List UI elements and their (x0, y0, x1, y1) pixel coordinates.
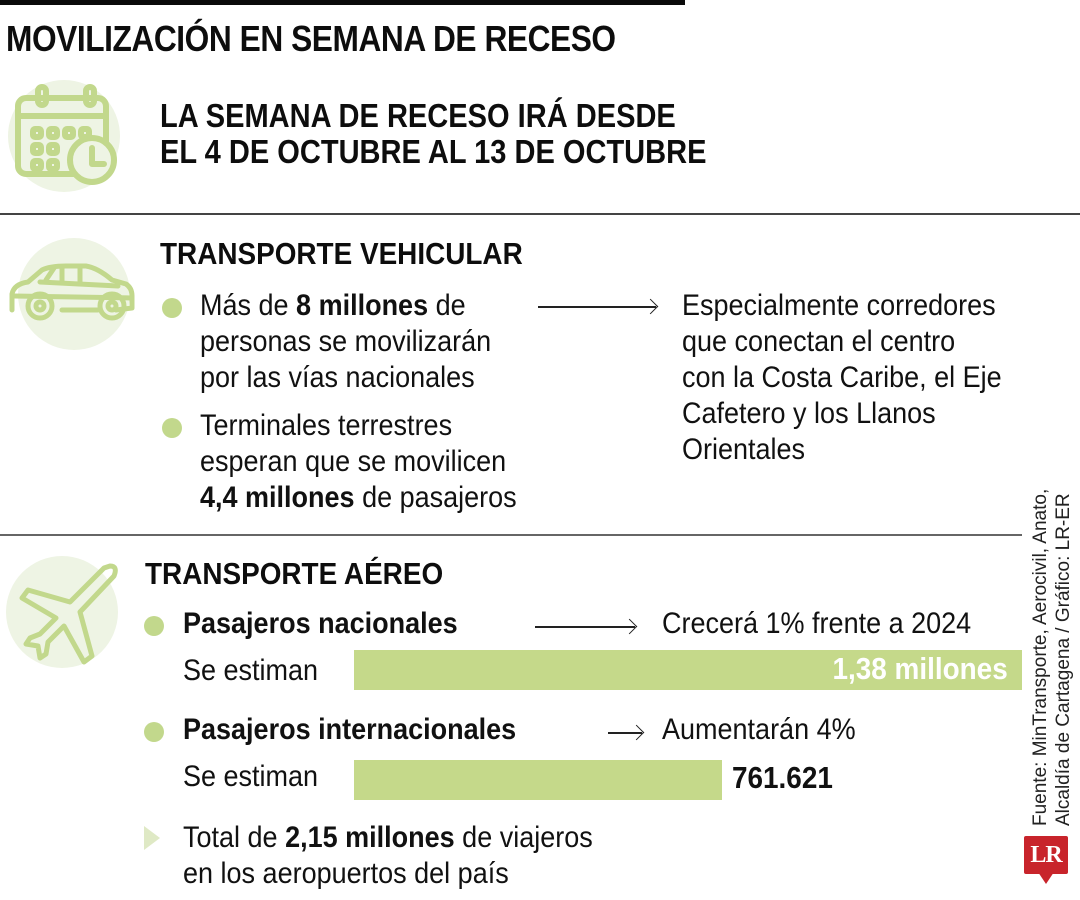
nacionales-estimate-label: Se estiman (183, 654, 319, 687)
total-line-1: Total de 2,15 millones de viajeros (183, 821, 593, 854)
arrow-right-icon (628, 724, 645, 741)
top-rule (0, 0, 685, 5)
car-icon (9, 263, 135, 321)
corridor-note-line-3: con la Costa Caribe, el Eje (682, 361, 1002, 394)
aereo-title: TRANSPORTE AÉREO (145, 556, 444, 591)
vehicular-bullet-2-line-1: Terminales terrestres (200, 409, 453, 442)
arrow-line (608, 732, 642, 734)
bullet-dot (144, 616, 164, 636)
corridor-note-line-1: Especialmente corredores (682, 289, 996, 322)
nacionales-value: 1,38 millones (832, 651, 1008, 686)
internacionales-value: 761.621 (732, 760, 833, 795)
lr-logo-text: LR (1030, 842, 1062, 868)
page-title: MOVILIZACIÓN EN SEMANA DE RECESO (6, 18, 616, 59)
section-divider (0, 213, 1080, 215)
arrow-line (538, 306, 656, 308)
total-line-2: en los aeropuertos del país (183, 857, 509, 890)
triangle-bullet-icon (144, 826, 160, 850)
lr-logo-tail (1038, 872, 1054, 884)
source-line-1: Fuente: MinTransporte, Aerocivil, Anato, (1030, 488, 1051, 826)
nacionales-bar (354, 650, 1022, 690)
source-line-2: Alcaldía de Cartagena / Gráfico: LR-ER (1053, 493, 1074, 826)
airplane-icon (19, 563, 118, 665)
corridor-note-line-2: que conectan el centro (682, 325, 956, 358)
arrow-right-icon (642, 298, 659, 315)
internacionales-bar (354, 760, 722, 800)
calendar-clock-icon (15, 84, 117, 185)
lr-logo: LR (1024, 836, 1068, 874)
internacionales-note: Aumentarán 4% (662, 713, 856, 746)
nacionales-note: Crecerá 1% frente a 2024 (662, 607, 972, 640)
bullet-dot (162, 418, 182, 438)
arrow-right-icon (621, 618, 638, 635)
dates-line-1: LA SEMANA DE RECESO IRÁ DESDE (160, 97, 676, 134)
vehicular-bullet-1-line-3: por las vías nacionales (200, 361, 475, 394)
bullet-dot (144, 722, 164, 742)
bullet-dot (162, 298, 182, 318)
vehicular-title: TRANSPORTE VEHICULAR (160, 236, 523, 271)
corridor-note-line-5: Orientales (682, 433, 806, 466)
corridor-note-line-4: Cafetero y los Llanos (682, 397, 936, 430)
section-divider (0, 534, 1022, 536)
nacionales-label: Pasajeros nacionales (183, 607, 458, 640)
dates-line-2: EL 4 DE OCTUBRE AL 13 DE OCTUBRE (160, 133, 707, 170)
vehicular-bullet-2-line-3: 4,4 millones de pasajeros (200, 481, 517, 514)
vehicular-bullet-2-line-2: esperan que se movilicen (200, 445, 507, 478)
vehicular-bullet-1-line-1: Más de 8 millones de (200, 289, 466, 322)
internacionales-estimate-label: Se estiman (183, 760, 319, 793)
vehicular-bullet-1-line-2: personas se movilizarán (200, 325, 492, 358)
arrow-line (535, 626, 635, 628)
internacionales-label: Pasajeros internacionales (183, 713, 517, 746)
